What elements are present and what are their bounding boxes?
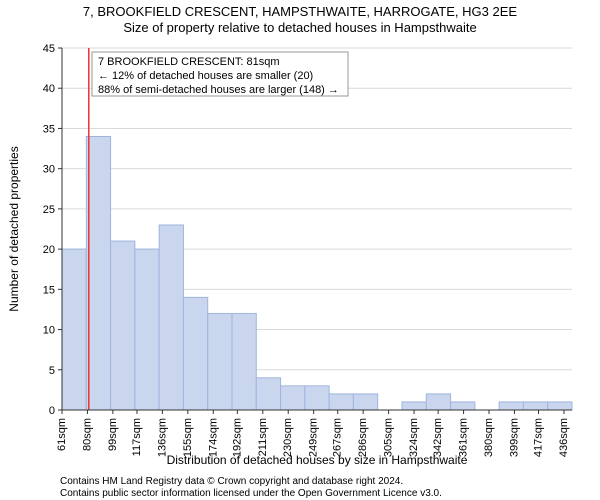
credit-line1: Contains HM Land Registry data © Crown c… [60,476,403,487]
x-tick-label: 136sqm [156,418,168,457]
chart-title-line1: 7, BROOKFIELD CRESCENT, HAMPSTHWAITE, HA… [83,4,517,19]
histogram-bar [426,394,450,410]
y-tick-label: 0 [49,405,55,417]
histogram-bar [208,313,232,410]
x-tick-label: 192sqm [231,418,243,457]
x-tick-label: 230sqm [282,418,294,457]
x-tick-label: 399sqm [508,418,520,457]
histogram-bar [402,402,426,410]
annotation-line1: 7 BROOKFIELD CRESCENT: 81sqm [98,56,280,68]
y-tick-label: 45 [43,43,55,55]
y-tick-label: 5 [49,365,55,377]
x-tick-label: 80sqm [81,418,93,451]
x-tick-label: 436sqm [558,418,570,457]
y-tick-label: 30 [43,164,55,176]
x-tick-label: 267sqm [332,418,344,457]
histogram-bar [305,386,329,410]
y-tick-label: 10 [43,325,55,337]
x-tick-label: 417sqm [533,418,545,457]
histogram-bar [135,249,159,410]
histogram-bar [159,225,183,410]
credit-line2: Contains public sector information licen… [60,488,442,499]
histogram-bar [232,313,256,410]
chart-title-line2: Size of property relative to detached ho… [123,20,476,35]
histogram-bar [86,136,110,410]
x-tick-label: 361sqm [458,418,470,457]
histogram-bar [548,402,572,410]
annotation-line2: ← 12% of detached houses are smaller (20… [98,70,313,82]
histogram-bar [183,297,207,410]
annotation-line3: 88% of semi-detached houses are larger (… [98,84,339,96]
x-tick-label: 305sqm [383,418,395,457]
x-tick-label: 211sqm [257,418,269,456]
x-tick-label: 249sqm [308,418,320,457]
histogram-bar [451,402,475,410]
x-tick-label: 174sqm [207,418,219,457]
y-tick-label: 20 [43,244,55,256]
y-tick-label: 35 [43,123,55,135]
histogram-bar [281,386,305,410]
x-tick-label: 117sqm [131,418,143,456]
x-axis-label: Distribution of detached houses by size … [167,453,468,467]
y-axis-label: Number of detached properties [7,146,21,311]
histogram-bar [499,402,523,410]
x-tick-label: 342sqm [432,418,444,457]
histogram-bar [329,394,353,410]
y-tick-label: 40 [43,83,55,95]
histogram-bar [111,241,135,410]
x-tick-label: 155sqm [182,418,194,457]
histogram-bar [62,249,86,410]
x-tick-label: 61sqm [56,418,68,451]
x-tick-label: 99sqm [107,418,119,451]
histogram-bar [523,402,547,410]
x-tick-label: 324sqm [408,418,420,457]
x-tick-label: 286sqm [357,418,369,457]
y-tick-label: 15 [43,284,55,296]
histogram-bar [256,378,280,410]
y-tick-label: 25 [43,204,55,216]
x-tick-label: 380sqm [483,418,495,457]
histogram-bar [353,394,377,410]
